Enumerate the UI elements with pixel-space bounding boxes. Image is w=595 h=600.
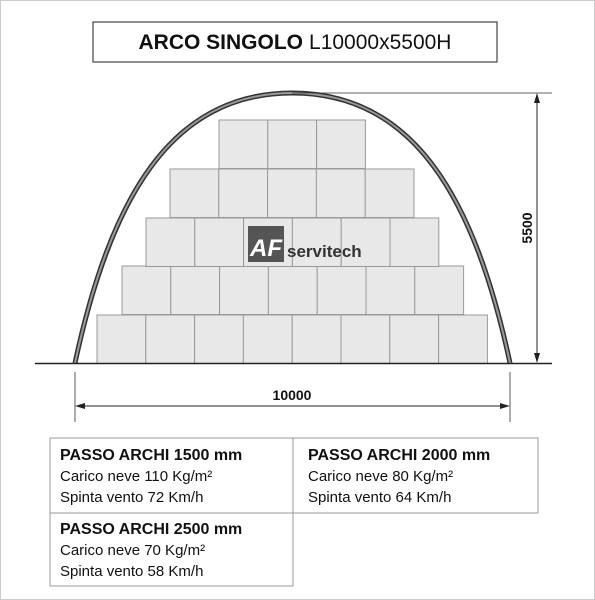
box [414,265,465,315]
box [316,265,367,315]
box [218,119,269,169]
spec-row [49,437,539,514]
box [365,265,416,315]
spec-line: Spinta vento 64 Km/h [308,489,451,506]
box [194,217,245,267]
box [438,314,488,364]
box [145,217,196,267]
box [291,217,342,267]
box [267,168,317,218]
title-box [92,21,498,63]
width-label: 10000 [273,387,312,403]
title-rest: L10000x5500H [309,31,451,54]
box [340,314,391,364]
box [219,265,269,315]
height-label: 5500 [519,212,535,243]
box [170,265,221,315]
spec-row [49,512,294,587]
logo-name: servitech [287,242,362,261]
box [315,168,366,218]
spec-heading: PASSO ARCHI 2000 mm [308,447,490,464]
box [389,314,440,364]
box [364,168,415,218]
spec-line: Spinta vento 72 Km/h [60,489,203,506]
box [242,314,293,364]
spec-heading: PASSO ARCHI 1500 mm [60,447,242,464]
specs: PASSO ARCHI 1500 mm Carico neve 110 Kg/m²… [60,447,490,580]
title-bold: ARCO SINGOLO [139,31,304,54]
box [145,314,196,364]
spec-line: Carico neve 110 Kg/m² [60,468,212,485]
spec-line: Carico neve 70 Kg/m² [60,542,205,559]
box [291,314,342,364]
spec-line: Carico neve 80 Kg/m² [308,468,453,485]
box [96,314,147,364]
spec-line: Spinta vento 58 Km/h [60,563,203,580]
box [194,314,244,364]
box [267,265,318,315]
box [121,265,172,315]
spec-heading: PASSO ARCHI 2500 mm [60,521,242,538]
box [389,217,440,267]
box [267,119,318,169]
logo-mark: AF [249,235,283,262]
box [218,168,269,218]
box [316,119,366,169]
box [169,168,220,218]
title: ARCO SINGOLO L10000x5500H [139,31,452,54]
logo-mark-bg [248,226,284,262]
